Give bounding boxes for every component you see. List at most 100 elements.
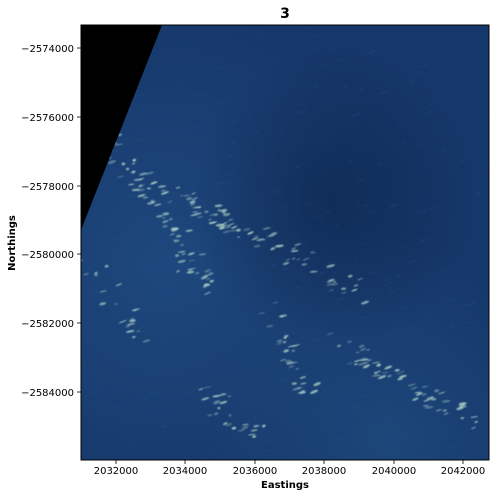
whitecap-streak — [213, 213, 219, 216]
ripple-texture — [225, 155, 233, 159]
whitecap-streak — [470, 426, 476, 430]
whitecap-streak — [162, 220, 169, 224]
whitecap-streak — [218, 225, 228, 228]
ripple-texture — [387, 290, 398, 295]
ripple-texture — [475, 362, 480, 365]
ripple-texture — [245, 161, 250, 164]
ripple-texture — [112, 403, 123, 408]
whitecap-streak — [272, 301, 279, 304]
ripple-texture — [368, 210, 378, 214]
ripple-texture — [274, 191, 284, 195]
ripple-texture — [315, 390, 327, 395]
whitecap-streak — [177, 250, 186, 253]
ripple-texture — [141, 397, 151, 402]
ripple-texture — [444, 388, 452, 392]
whitecap-streak — [208, 218, 212, 221]
whitecap-streak — [222, 422, 228, 426]
whitecap-streak — [332, 280, 337, 283]
ripple-texture — [145, 325, 151, 328]
ripple-texture — [394, 274, 401, 277]
ripple-texture — [292, 332, 297, 335]
whitecap-streak — [309, 270, 318, 273]
ripple-texture — [193, 281, 204, 285]
ripple-texture — [116, 224, 126, 229]
whitecap-streak — [138, 177, 145, 181]
ripple-texture — [389, 204, 399, 208]
whitecap-streak — [474, 421, 478, 423]
ripple-texture — [366, 50, 377, 54]
whitecap-streak — [253, 235, 259, 238]
whitecap-streak — [108, 160, 116, 165]
whitecap-streak — [188, 259, 195, 262]
ripple-texture — [356, 87, 366, 91]
ripple-texture — [205, 453, 213, 457]
ripple-texture — [230, 141, 238, 144]
whitecap-streak — [292, 387, 301, 391]
whitecap-streak — [183, 194, 190, 197]
whitecap-streak — [237, 429, 245, 432]
ripple-texture — [240, 57, 249, 61]
ripple-texture — [354, 178, 365, 183]
ripple-texture — [198, 289, 203, 291]
ripple-texture — [217, 145, 225, 149]
ripple-texture — [378, 90, 389, 95]
ripple-texture — [271, 188, 283, 193]
whitecap-streak — [407, 383, 416, 387]
whitecap-streak — [192, 211, 199, 213]
ripple-texture — [213, 181, 225, 186]
ripple-texture — [215, 66, 223, 70]
whitecap-streak — [137, 193, 146, 198]
whitecap-streak — [223, 213, 231, 217]
whitecap-streak — [209, 279, 214, 283]
whitecap-streak — [187, 252, 195, 256]
ripple-texture — [92, 276, 99, 279]
whitecap-streak — [176, 270, 180, 273]
whitecap-streak — [412, 397, 419, 401]
whitecap-streak — [374, 371, 378, 375]
ripple-texture — [229, 118, 240, 123]
ripple-texture — [377, 162, 382, 165]
whitecap-streak — [99, 290, 107, 293]
whitecap-streak — [114, 302, 118, 306]
ripple-texture — [362, 203, 372, 208]
whitecap-streak — [291, 257, 296, 260]
whitecap-streak — [130, 317, 135, 320]
ripple-texture — [194, 204, 203, 208]
ripple-texture — [233, 49, 238, 51]
whitecap-streak — [99, 302, 107, 306]
whitecap-streak — [116, 175, 124, 178]
whitecap-streak — [460, 417, 465, 420]
whitecap-streak — [247, 231, 254, 235]
ripple-texture — [459, 158, 468, 162]
ripple-texture — [396, 245, 405, 249]
ripple-texture — [428, 102, 438, 107]
whitecap-streak — [290, 249, 299, 253]
ripple-texture — [330, 48, 339, 52]
whitecap-streak — [276, 339, 283, 343]
ripple-texture — [428, 321, 435, 324]
whitecap-streak — [387, 374, 392, 378]
whitecap-streak — [284, 334, 289, 338]
whitecap-streak — [189, 200, 196, 204]
whitecap-streak — [309, 251, 316, 254]
whitecap-streak — [367, 359, 372, 362]
ripple-texture — [400, 306, 410, 311]
ripple-texture — [354, 256, 359, 259]
whitecap-streak — [175, 254, 179, 257]
ripple-texture — [264, 438, 277, 444]
whitecap-streak — [129, 319, 136, 323]
whitecap-streak — [204, 291, 211, 296]
whitecap-streak — [256, 238, 265, 242]
ripple-texture — [153, 414, 160, 417]
whitecap-streak — [206, 278, 211, 281]
whitecap-streak — [227, 395, 232, 398]
whitecap-streak — [125, 330, 135, 333]
whitecap-streak — [262, 226, 271, 230]
ripple-texture — [235, 388, 244, 392]
ripple-texture — [143, 153, 148, 156]
y-tick-label: −2582000 — [21, 319, 74, 330]
x-tick-label: 2042000 — [441, 466, 486, 477]
ripple-texture — [324, 134, 330, 137]
ripple-texture — [422, 111, 433, 115]
whitecap-streak — [242, 423, 249, 426]
